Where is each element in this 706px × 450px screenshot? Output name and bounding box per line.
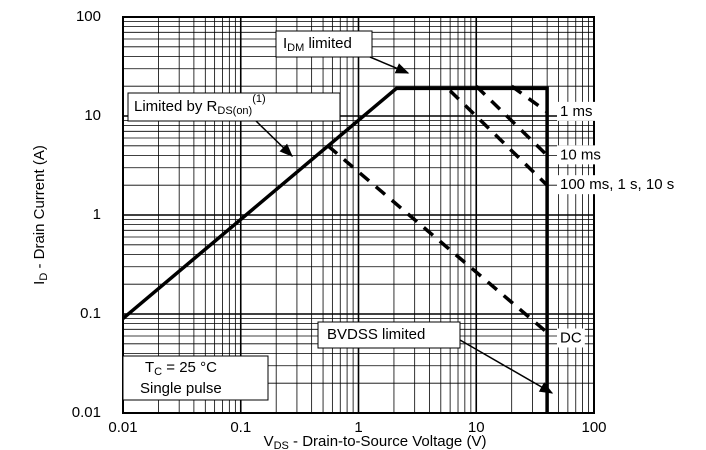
- x-axis-title: VDS - Drain-to-Source Voltage (V): [264, 433, 487, 450]
- annotation-idm: IDM limited: [283, 35, 352, 54]
- annotations: IDM limited Limited by RDS(on)(1) BVDSS …: [122, 30, 678, 401]
- series-label: DC: [560, 329, 582, 346]
- y-tick-label: 100: [76, 8, 101, 25]
- y-tick-label: 1: [93, 206, 101, 223]
- x-tick-label: 10: [468, 419, 485, 436]
- annotation-box: [122, 355, 269, 401]
- limit-line: [121, 86, 549, 413]
- series-label-bg: [557, 101, 596, 121]
- x-tick-label: 0.1: [230, 419, 251, 436]
- series-label: 100 ms, 1 s, 10 s: [560, 176, 674, 193]
- plot-lines: [121, 84, 549, 413]
- annotation-tc: TC = 25 °C: [145, 359, 217, 378]
- dashed-line: [475, 84, 549, 157]
- y-axis-title: ID - Drain Current (A): [31, 145, 50, 285]
- annotation-box: [317, 321, 461, 349]
- plot-frame: [122, 16, 595, 414]
- annotation-pulse: Single pulse: [140, 380, 222, 397]
- arrow: [255, 120, 293, 157]
- dashed-line: [326, 144, 549, 334]
- x-tick-label: 1: [354, 419, 362, 436]
- annotation-box: [275, 30, 373, 58]
- annotation-bvdss: BVDSS limited: [327, 326, 425, 343]
- y-tick-label: 0.1: [80, 305, 101, 322]
- series-label-bg: [557, 145, 604, 165]
- y-tick-label: 10: [84, 107, 101, 124]
- dashed-line: [510, 84, 549, 114]
- series-label: 10 ms: [560, 146, 601, 163]
- x-tick-label: 0.01: [108, 419, 137, 436]
- series-label: 1 ms: [560, 103, 593, 120]
- series-label-bg: [557, 175, 678, 195]
- grid: [122, 16, 595, 414]
- dashed-line: [448, 89, 549, 187]
- annotation-rds: Limited by RDS(on)(1): [134, 93, 266, 117]
- series-label-bg: [557, 328, 585, 348]
- x-tick-label: 100: [581, 419, 606, 436]
- y-tick-label: 0.01: [72, 404, 101, 421]
- annotation-box: [127, 92, 341, 122]
- arrow: [369, 56, 410, 74]
- arrow: [459, 339, 554, 394]
